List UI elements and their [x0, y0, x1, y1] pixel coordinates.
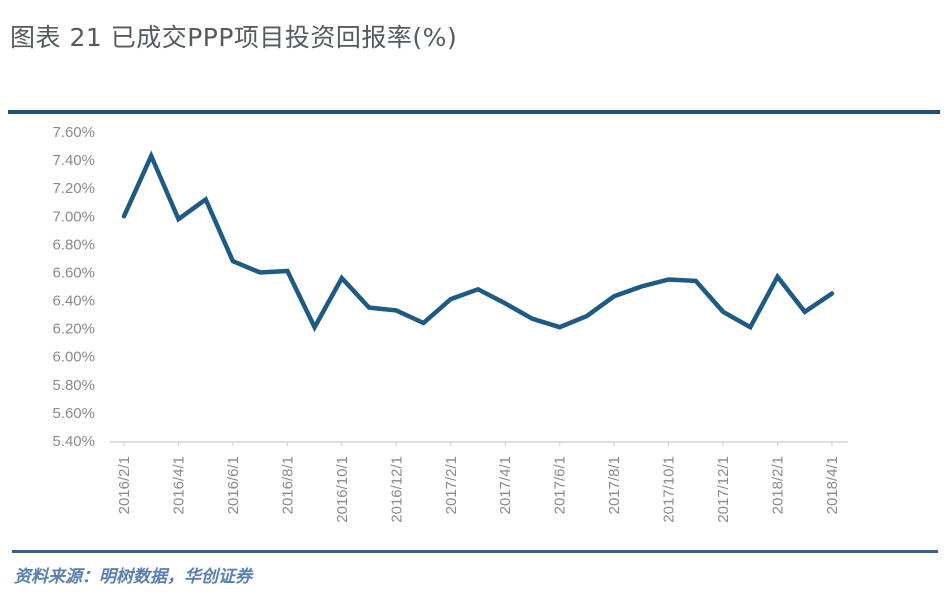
- y-tick-label: 6.80%: [52, 236, 95, 253]
- bottom-divider: [12, 550, 938, 553]
- y-tick-label: 6.20%: [52, 321, 95, 338]
- x-axis: 2016/2/1 2016/4/1 2016/6/1 2016/8/1 2016/10/…: [110, 441, 848, 523]
- y-tick-label: 7.60%: [52, 124, 95, 141]
- x-tick-label: 2016/6/1: [225, 456, 242, 514]
- y-tick-label: 7.40%: [52, 152, 95, 169]
- series-line: [121, 150, 835, 333]
- y-tick-label: 6.00%: [52, 349, 95, 366]
- x-tick-label: 2018/2/1: [770, 456, 787, 514]
- y-tick-label: 5.80%: [52, 377, 95, 394]
- y-tick-label: 7.20%: [52, 180, 95, 197]
- x-tick-label: 2016/2/1: [116, 456, 133, 514]
- x-tick-label: 2016/4/1: [170, 456, 187, 514]
- y-tick-label: 7.00%: [52, 208, 95, 225]
- y-tick-label: 5.40%: [52, 433, 95, 450]
- x-tick-label: 2017/10/1: [661, 456, 678, 523]
- top-divider: [8, 110, 940, 114]
- x-tick-label: 2016/8/1: [279, 456, 296, 514]
- y-tick-label: 5.60%: [52, 405, 95, 422]
- chart-title: 图表 21 已成交PPP项目投资回报率(%): [10, 23, 458, 52]
- source-note: 资料来源：明树数据，华创证券: [14, 567, 252, 587]
- y-axis: 7.60% 7.40% 7.20% 7.00% 6.80% 6.60% 6.40% 6.20%…: [52, 124, 95, 450]
- y-tick-label: 6.60%: [52, 264, 95, 281]
- x-tick-label: 2017/8/1: [606, 456, 623, 514]
- y-tick-label: 6.40%: [52, 293, 95, 310]
- x-tick-label: 2017/12/1: [715, 456, 732, 523]
- x-tick-label: 2016/12/1: [388, 456, 405, 523]
- x-tick-label: 2017/2/1: [443, 456, 460, 514]
- x-tick-label: 2017/4/1: [497, 456, 514, 514]
- x-tick-label: 2016/10/1: [334, 456, 351, 523]
- x-tick-label: 2017/6/1: [552, 456, 569, 514]
- x-tick-label: 2018/4/1: [824, 456, 841, 514]
